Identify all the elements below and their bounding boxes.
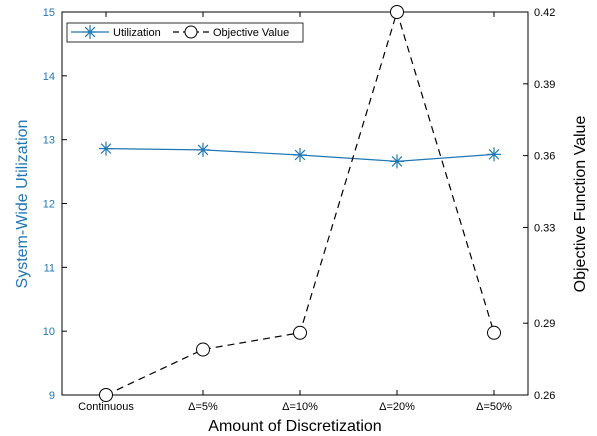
legend-utilization-label: Utilization [113,27,161,39]
left-tick-label: 15 [43,7,55,19]
right-axis-title: Objective Function Value [572,116,589,293]
objective-value-point [293,325,307,340]
series-layer [99,5,501,402]
objective-value-point [487,325,501,340]
right-tick-label: 0.26 [534,390,555,402]
utilization-point [293,147,307,162]
left-tick-label: 10 [43,326,55,338]
right-tick-label: 0.29 [534,318,555,330]
x-axis: Continuous Δ=5% Δ=10% Δ=20% Δ=50% [78,12,512,413]
asterisk-icon [83,25,97,39]
right-tick-label: 0.42 [534,7,555,19]
legend-asterisk-marker [83,25,97,39]
left-axis: 9 10 11 12 13 14 15 [43,7,67,402]
left-tick-label: 12 [43,199,55,211]
x-tick-label: Δ=5% [188,401,218,413]
left-tick-label: 9 [49,390,55,402]
utilization-point [390,154,404,169]
left-tick-label: 11 [44,262,55,274]
utilization-point [487,147,501,162]
right-tick-label: 0.36 [534,151,555,163]
left-axis-title: System-Wide Utilization [14,120,31,289]
x-tick-label: Δ=50% [476,401,512,413]
left-tick-label: 13 [43,135,55,147]
utilization-point [196,142,210,157]
right-axis: 0.26 0.29 0.33 0.36 0.39 0.42 [523,7,555,402]
utilization-point [99,141,113,156]
objective-value-point [196,342,210,357]
open-circle-icon [184,25,198,39]
x-tick-label: Δ=20% [379,401,415,413]
right-tick-label: 0.39 [534,79,555,91]
legend: Utilization Objective Value [66,22,304,43]
objective-value-point [390,5,404,19]
x-tick-label: Continuous [78,401,134,413]
x-tick-label: Δ=10% [282,401,318,413]
objective-value-point [99,388,113,402]
right-tick-label: 0.33 [534,222,555,234]
x-axis-title: Amount of Discretization [208,418,381,435]
legend-objective-label: Objective Value [213,27,289,39]
left-tick-label: 14 [43,71,55,83]
